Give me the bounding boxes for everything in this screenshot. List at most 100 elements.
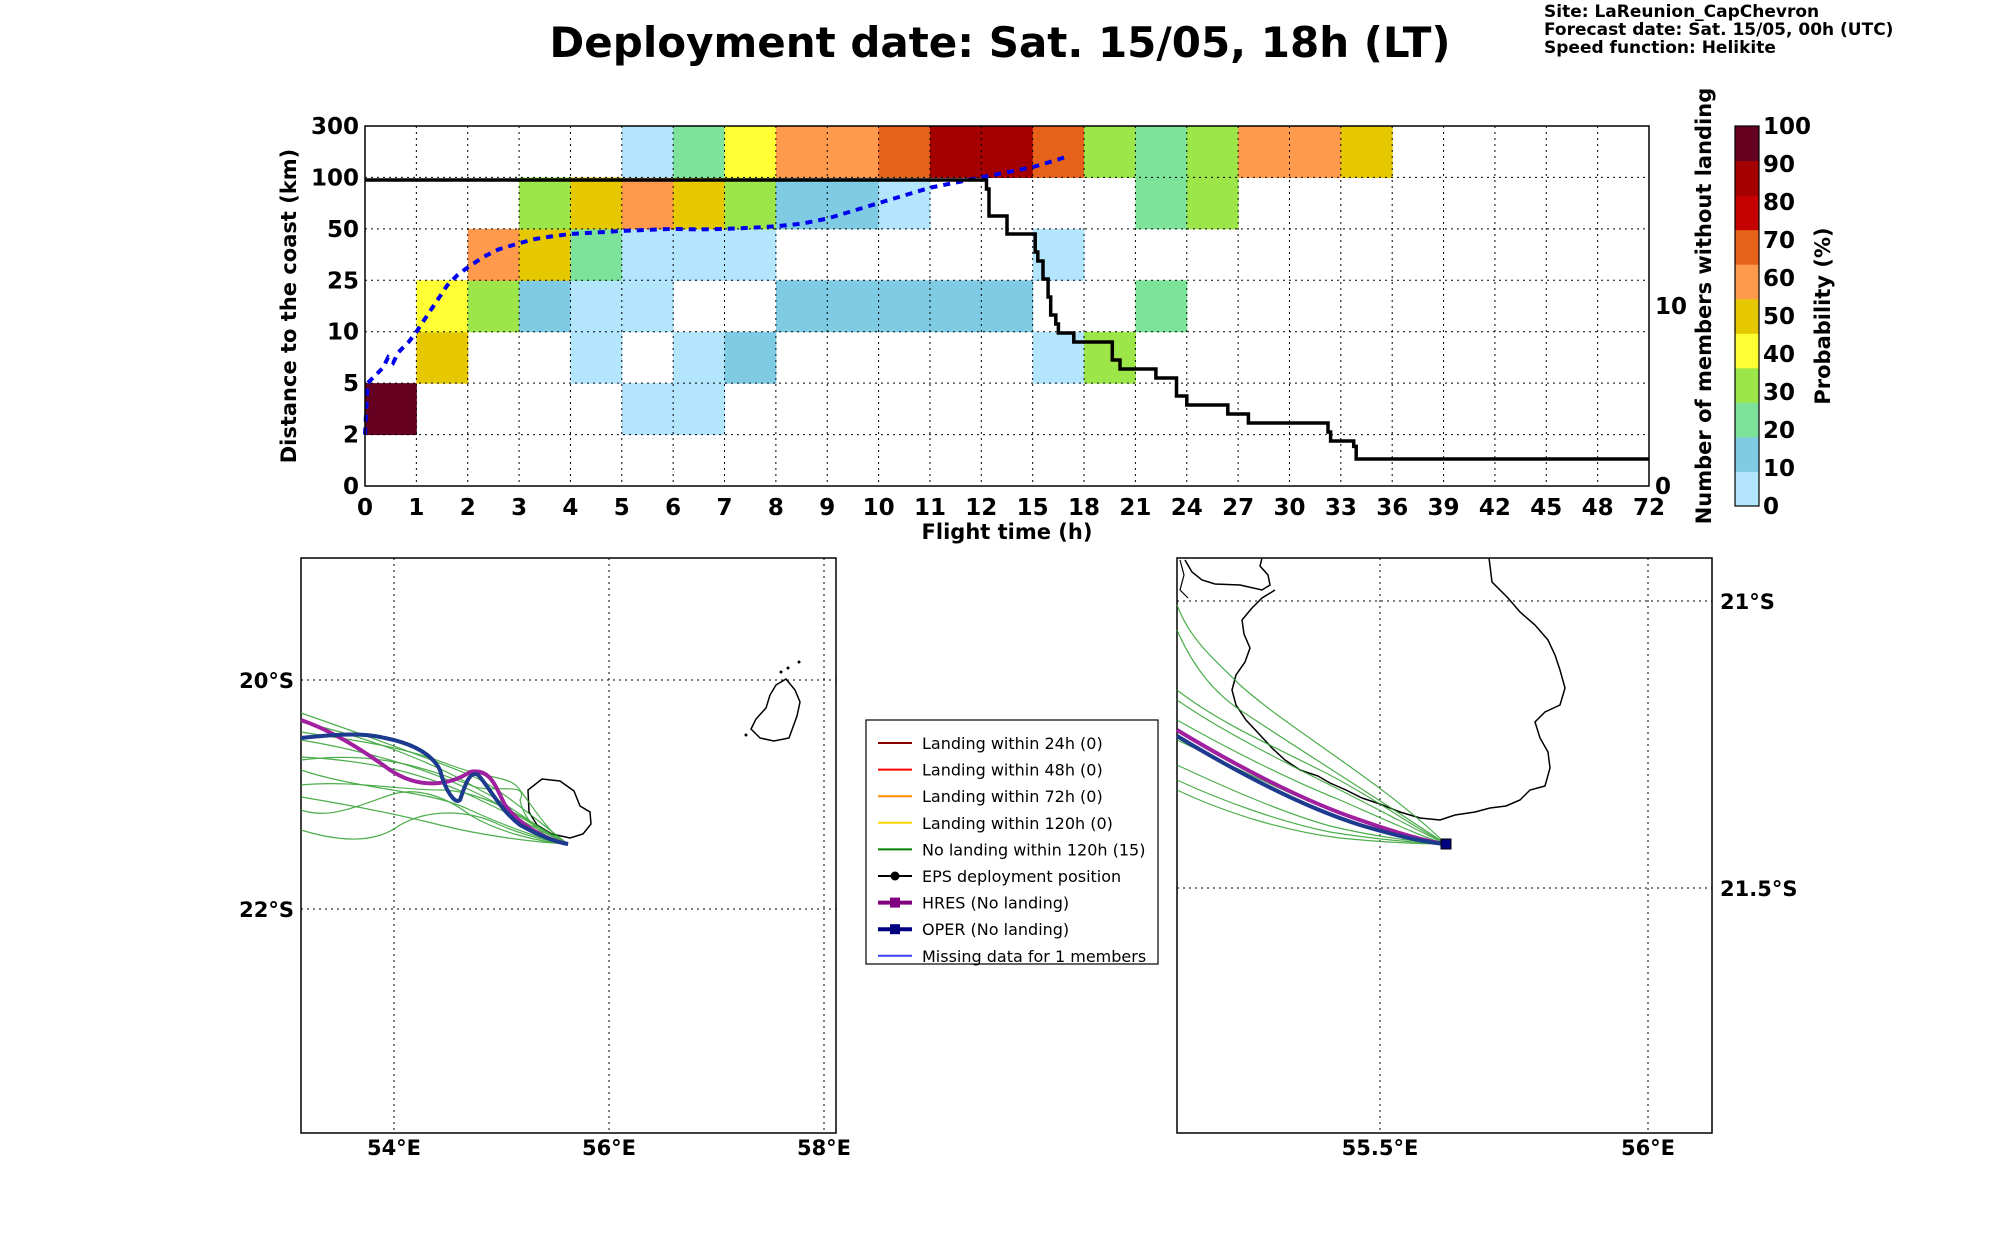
- colorbar-tick-label: 0: [1763, 494, 1779, 520]
- colorbar-frame: [1734, 125, 1760, 507]
- y-tick-label: 100: [311, 165, 359, 191]
- x-tick-label: 42: [1479, 495, 1511, 521]
- heatmap-cell: [519, 177, 571, 230]
- speed-function-label: Speed function: Helikite: [1544, 38, 1776, 58]
- chart-gridlines: [365, 126, 1649, 486]
- legend-marker: [890, 924, 900, 935]
- x-tick-label: 36: [1376, 495, 1408, 521]
- colorbar-tick-label: 20: [1763, 418, 1795, 444]
- map-right-lat-tick: 21.5°S: [1720, 877, 1797, 901]
- heatmap-cells: [365, 126, 1393, 436]
- legend-label: Missing data for 1 members: [922, 947, 1146, 966]
- median-distance-line: [363, 153, 1070, 435]
- heatmap-cell: [1289, 126, 1342, 178]
- heatmap-cell: [1135, 280, 1188, 333]
- heatmap-cell: [467, 280, 520, 333]
- heatmap-cell: [1084, 126, 1136, 178]
- colorbar-segment: [1735, 333, 1759, 369]
- heatmap-cell: [621, 228, 674, 281]
- heatmap-cell: [1032, 126, 1085, 178]
- heatmap-cell: [673, 126, 726, 178]
- colorbar-segment: [1735, 436, 1759, 472]
- colorbar-segment: [1735, 367, 1759, 403]
- x-axis-label: Flight time (h): [922, 520, 1093, 544]
- x-tick-label: 27: [1222, 495, 1254, 521]
- heatmap-cell: [878, 280, 931, 333]
- forecast-date-label: Forecast date: Sat. 15/05, 00h (UTC): [1544, 20, 1894, 40]
- map-left-frame: [300, 557, 837, 1134]
- map-left-lat-tick: 22°S: [239, 898, 294, 922]
- heatmap-cell: [673, 228, 726, 281]
- legend-marker: [890, 897, 900, 908]
- heatmap-cell: [1186, 126, 1239, 178]
- heatmap-cell: [673, 331, 726, 384]
- colorbar-tick-label: 10: [1763, 456, 1795, 482]
- map-left: 54°E 56°E 58°E 20°S 22°S: [239, 557, 851, 1160]
- heatmap-cell: [365, 383, 417, 436]
- heatmap-cell: [1032, 228, 1085, 281]
- map-left-lon-tick: 56°E: [582, 1136, 636, 1160]
- legend-label: Landing within 24h (0): [922, 734, 1103, 753]
- y-tick-label: 0: [343, 474, 359, 500]
- coastline-fragment: [1179, 559, 1189, 599]
- y-tick-label: 300: [311, 114, 359, 140]
- heatmap-cell: [673, 177, 726, 230]
- heatmap-cell: [467, 228, 520, 281]
- oper-trajectory-left: [300, 732, 569, 846]
- heatmap-cell: [724, 126, 777, 178]
- map-right-lon-tick: 56°E: [1621, 1136, 1675, 1160]
- x-tick-label: 10: [863, 495, 895, 521]
- heatmap-cell: [981, 280, 1034, 333]
- x-tick-label: 45: [1530, 495, 1562, 521]
- legend-label: No landing within 120h (15): [922, 840, 1145, 859]
- legend: Landing within 24h (0) Landing within 48h…: [865, 719, 1159, 966]
- colorbar-tick-label: 80: [1763, 190, 1795, 216]
- x-tick-label: 72: [1633, 495, 1665, 521]
- heatmap-cell: [621, 126, 674, 178]
- map-right-lon-tick: 55.5°E: [1342, 1136, 1419, 1160]
- legend-label: OPER (No landing): [922, 920, 1069, 939]
- heatmap-cell: [724, 228, 777, 281]
- heatmap-cell: [878, 177, 931, 230]
- heatmap-cell: [416, 331, 469, 384]
- y-tick-label: 10: [327, 320, 359, 346]
- chart-series: [363, 153, 1649, 461]
- colorbar-segment: [1735, 160, 1759, 196]
- heatmap-cell: [1238, 126, 1290, 178]
- colorbar-tick-label: 60: [1763, 266, 1795, 292]
- x-tick-label: 33: [1325, 495, 1357, 521]
- heatmap-cell: [1032, 331, 1085, 384]
- heatmap-cell: [1135, 177, 1188, 230]
- y2-axis-label: Number of members without landing: [1692, 88, 1716, 525]
- heatmap-cell: [1340, 126, 1393, 178]
- heatmap-cell: [724, 177, 777, 230]
- colorbar-tick-label: 70: [1763, 228, 1795, 254]
- heatmap-cell: [673, 383, 726, 436]
- legend-label: Landing within 72h (0): [922, 787, 1103, 806]
- x-tick-label: 21: [1119, 495, 1151, 521]
- y2-tick-labels: 0 10: [1655, 294, 1687, 500]
- colorbar-tick-label: 30: [1763, 380, 1795, 406]
- heatmap-cell: [827, 280, 880, 333]
- colorbar-tick-label: 90: [1763, 152, 1795, 178]
- legend-label: Landing within 48h (0): [922, 761, 1103, 780]
- legend-label: EPS deployment position: [922, 867, 1121, 886]
- y-tick-label: 5: [343, 371, 359, 397]
- x-tick-label: 5: [614, 495, 630, 521]
- mauritius-island-outline: [750, 678, 801, 742]
- y2-tick-label: 10: [1655, 294, 1687, 320]
- map-left-lon-tick: 58°E: [797, 1136, 851, 1160]
- heatmap-cell: [929, 280, 982, 333]
- map-right-lat-tick: 21°S: [1720, 590, 1775, 614]
- x-tick-label: 9: [819, 495, 835, 521]
- heatmap-cell: [570, 331, 623, 384]
- heatmap-cell: [929, 126, 982, 178]
- heatmap-cell: [519, 228, 571, 281]
- heatmap-cell: [775, 280, 828, 333]
- heatmap-cell: [827, 126, 880, 178]
- x-tick-label: 15: [1017, 495, 1049, 521]
- heatmap-cell: [416, 280, 469, 333]
- x-tick-label: 3: [511, 495, 527, 521]
